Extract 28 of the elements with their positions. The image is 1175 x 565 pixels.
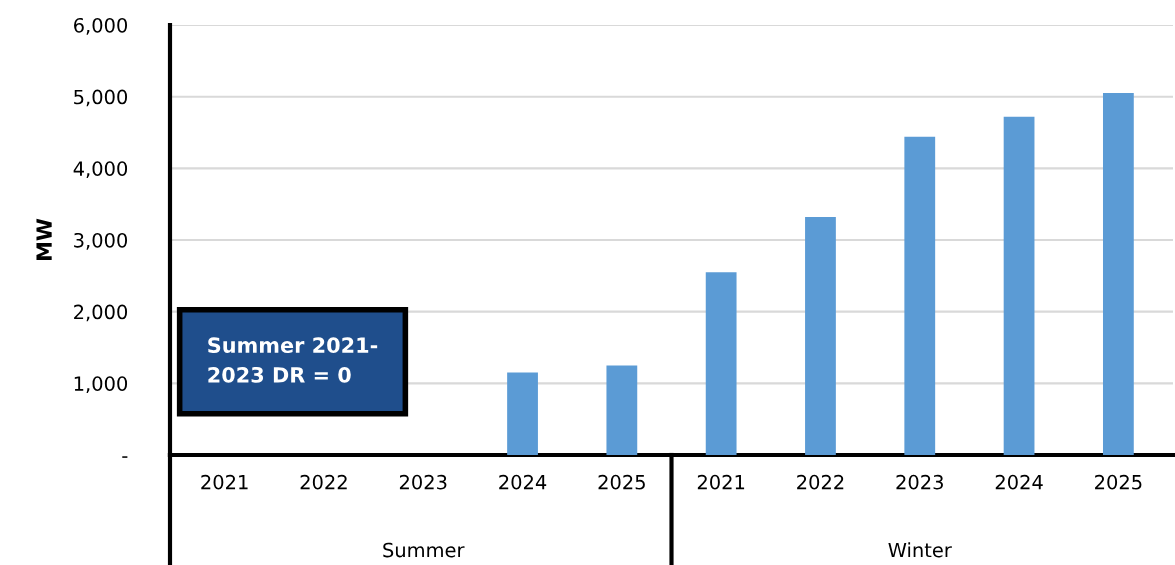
x-tick-label: 2024 — [499, 474, 547, 490]
bar — [705, 272, 737, 455]
x-tick-label: 2025 — [598, 474, 645, 490]
x-tick-label: 2024 — [995, 474, 1043, 490]
text: Winter — [888, 542, 952, 558]
bar — [1102, 93, 1134, 455]
y-tick-label: 5,000 — [74, 89, 128, 107]
x-tick-label: 2023 — [896, 474, 943, 490]
bar — [1003, 116, 1035, 455]
text: Summer — [383, 542, 465, 558]
bar — [507, 372, 538, 455]
y-tick-label: 3,000 — [74, 232, 128, 250]
y-tick-label: 2,000 — [74, 304, 128, 322]
y-axis-title: MW — [36, 218, 52, 260]
bar — [606, 365, 638, 455]
x-tick-label: 2021 — [697, 474, 745, 490]
y-tick-label: 4,000 — [73, 161, 128, 178]
y-tick-label: 1,000 — [74, 376, 128, 393]
annotation: Summer 2021- 2023 DR = 0 — [208, 337, 378, 383]
y-tick-label: 6,000 — [74, 17, 128, 35]
bar — [805, 217, 836, 455]
y-tick-label: - — [122, 456, 128, 458]
x-tick-label: 2022 — [797, 474, 844, 490]
x-tick-label: 2025 — [1095, 474, 1142, 490]
x-tick-label: 2023 — [399, 474, 447, 490]
bar — [904, 136, 936, 455]
x-tick-label: 2021 — [201, 474, 248, 490]
x-tick-label: 2022 — [300, 474, 347, 490]
